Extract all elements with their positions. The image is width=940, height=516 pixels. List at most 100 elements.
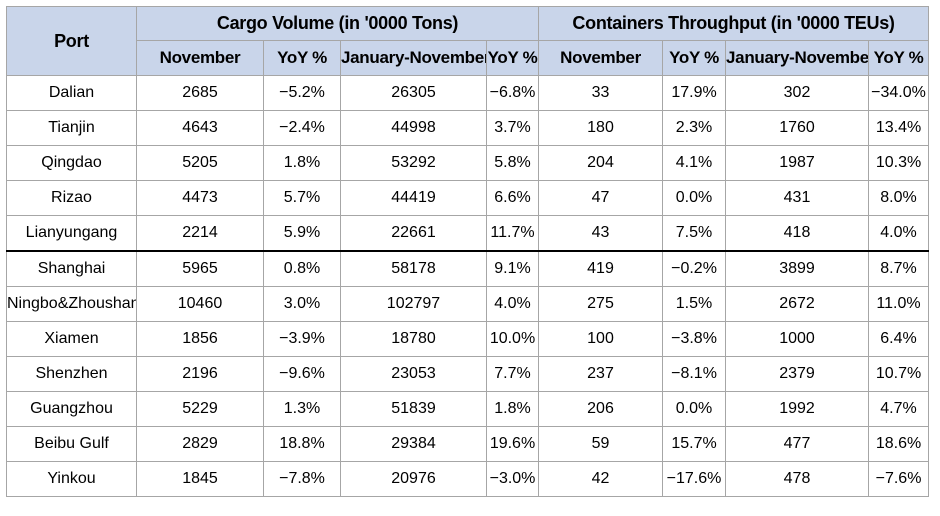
table-row: Qingdao 5205 1.8% 53292 5.8% 204 4.1% 19… [6, 145, 930, 181]
data-cell: 10460 [136, 286, 264, 322]
data-cell: 13.4% [868, 110, 930, 146]
data-cell: 1845 [136, 461, 264, 497]
data-cell: 2196 [136, 356, 264, 392]
data-cell: 237 [538, 356, 664, 392]
data-cell: −0.2% [662, 250, 727, 287]
data-cell: 8.0% [868, 180, 930, 216]
data-cell: 7.5% [662, 215, 727, 252]
data-cell: 47 [538, 180, 664, 216]
data-cell: 5229 [136, 391, 264, 427]
data-cell: 33 [538, 75, 664, 111]
port-name-cell: Xiamen [6, 321, 137, 357]
data-cell: 1.8% [485, 391, 540, 427]
port-throughput-table-container: Port Cargo Volume (in '0000 Tons) Contai… [6, 6, 930, 506]
data-cell: 9.1% [485, 250, 540, 287]
port-throughput-table: Port Cargo Volume (in '0000 Tons) Contai… [6, 6, 930, 497]
data-cell: 431 [725, 180, 870, 216]
data-cell: −3.9% [263, 321, 341, 357]
port-name-cell: Dalian [6, 75, 137, 111]
data-cell: 180 [538, 110, 664, 146]
data-cell: 26305 [340, 75, 487, 111]
data-cell: 5965 [136, 250, 264, 287]
port-name-cell: Ningbo&Zhoushan [6, 286, 137, 322]
data-cell: −17.6% [662, 461, 727, 497]
data-cell: 23053 [340, 356, 487, 392]
header-row-subcolumns: November YoY % January-November YoY % No… [7, 40, 930, 76]
data-cell: 11.0% [868, 286, 930, 322]
container-november-header: November [538, 40, 664, 76]
data-cell: 8.7% [868, 250, 930, 287]
data-cell: 19.6% [485, 426, 540, 462]
port-name-cell: Rizao [6, 180, 137, 216]
data-cell: 418 [725, 215, 870, 252]
data-cell: 275 [538, 286, 664, 322]
container-throughput-group-header: Containers Throughput (in '0000 TEUs) [538, 6, 930, 41]
data-cell: 58178 [340, 250, 487, 287]
data-cell: 5.8% [485, 145, 540, 181]
data-cell: 4.1% [662, 145, 727, 181]
data-cell: 1.5% [662, 286, 727, 322]
data-cell: −8.1% [662, 356, 727, 392]
data-cell: 59 [538, 426, 664, 462]
data-cell: 10.3% [868, 145, 930, 181]
data-cell: 10.7% [868, 356, 930, 392]
data-cell: −3.0% [485, 461, 540, 497]
data-cell: 4.0% [868, 215, 930, 252]
port-name-cell: Guangzhou [6, 391, 137, 427]
data-cell: 6.4% [868, 321, 930, 357]
data-cell: 100 [538, 321, 664, 357]
data-cell: 17.9% [662, 75, 727, 111]
data-cell: −6.8% [485, 75, 540, 111]
data-cell: 5205 [136, 145, 264, 181]
data-cell: 20976 [340, 461, 487, 497]
data-cell: 44998 [340, 110, 487, 146]
data-cell: 42 [538, 461, 664, 497]
port-name-cell: Qingdao [6, 145, 137, 181]
data-cell: 3899 [725, 250, 870, 287]
cargo-volume-group-header: Cargo Volume (in '0000 Tons) [135, 6, 540, 41]
data-cell: 3.7% [485, 110, 540, 146]
table-row: Tianjin 4643 −2.4% 44998 3.7% 180 2.3% 1… [6, 110, 930, 146]
data-cell: 11.7% [485, 215, 540, 252]
data-cell: 0.0% [662, 391, 727, 427]
data-cell: 44419 [340, 180, 487, 216]
table-row: Lianyungang 2214 5.9% 22661 11.7% 43 7.5… [6, 215, 930, 252]
data-cell: −34.0% [868, 75, 930, 111]
data-cell: 22661 [340, 215, 487, 252]
table-row: Yinkou 1845 −7.8% 20976 −3.0% 42 −17.6% … [6, 461, 930, 497]
container-jan-nov-header: January-November [725, 40, 870, 76]
table-row: Beibu Gulf 2829 18.8% 29384 19.6% 59 15.… [6, 426, 930, 462]
data-cell: 2.3% [662, 110, 727, 146]
data-cell: 53292 [340, 145, 487, 181]
data-cell: 1987 [725, 145, 870, 181]
port-column-header: Port [6, 6, 137, 76]
container-november-yoy-header: YoY % [662, 40, 727, 76]
data-cell: 3.0% [263, 286, 341, 322]
data-cell: 419 [538, 250, 664, 287]
data-cell: 2379 [725, 356, 870, 392]
table-row: Rizao 4473 5.7% 44419 6.6% 47 0.0% 431 8… [6, 180, 930, 216]
header-row-groups: Port Cargo Volume (in '0000 Tons) Contai… [6, 6, 930, 76]
data-cell: 1.3% [263, 391, 341, 427]
data-cell: 51839 [340, 391, 487, 427]
port-name-cell: Shanghai [6, 250, 137, 287]
data-cell: −2.4% [263, 110, 341, 146]
data-cell: 204 [538, 145, 664, 181]
data-cell: 1856 [136, 321, 264, 357]
data-cell: 29384 [340, 426, 487, 462]
data-cell: 18.8% [263, 426, 341, 462]
table-row: Dalian 2685 −5.2% 26305 −6.8% 33 17.9% 3… [6, 75, 930, 111]
data-cell: 102797 [340, 286, 487, 322]
data-cell: 0.0% [662, 180, 727, 216]
data-cell: 6.6% [485, 180, 540, 216]
data-cell: 7.7% [485, 356, 540, 392]
cargo-jan-nov-yoy-header: YoY % [485, 40, 540, 76]
data-cell: 2214 [136, 215, 264, 252]
data-cell: −5.2% [263, 75, 341, 111]
table-row: Guangzhou 5229 1.3% 51839 1.8% 206 0.0% … [6, 391, 930, 427]
data-cell: 4473 [136, 180, 264, 216]
data-cell: 18.6% [868, 426, 930, 462]
table-row: Xiamen 1856 −3.9% 18780 10.0% 100 −3.8% … [6, 321, 930, 357]
data-cell: 15.7% [662, 426, 727, 462]
data-cell: 478 [725, 461, 870, 497]
